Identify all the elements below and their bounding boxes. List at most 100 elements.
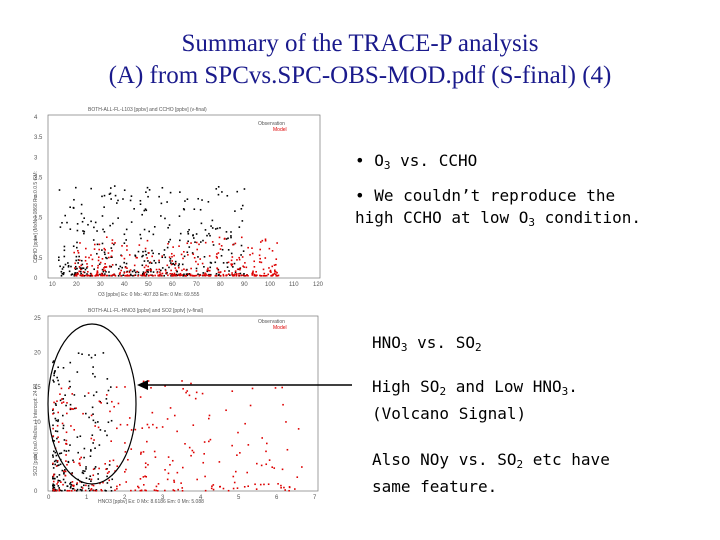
- observation-point: [61, 414, 64, 417]
- observation-point: [70, 265, 72, 268]
- model-point: [52, 488, 55, 491]
- model-point: [126, 267, 128, 269]
- observation-point: [204, 229, 207, 231]
- model-point: [264, 238, 267, 241]
- observation-point: [52, 361, 54, 364]
- observation-point: [74, 273, 77, 276]
- observation-point: [68, 380, 71, 383]
- model-point: [156, 489, 159, 492]
- model-point: [118, 273, 121, 275]
- model-point: [234, 273, 236, 275]
- observation-point: [125, 239, 128, 241]
- model-point: [282, 403, 284, 406]
- model-point: [101, 489, 103, 492]
- model-point: [227, 273, 230, 275]
- model-point: [98, 248, 101, 251]
- model-point: [150, 269, 152, 271]
- model-point: [98, 467, 100, 470]
- observation-point: [54, 417, 57, 420]
- observation-point: [94, 421, 97, 424]
- model-point: [255, 274, 257, 277]
- observation-point: [76, 241, 78, 244]
- observation-point: [192, 237, 195, 239]
- model-point: [97, 259, 100, 262]
- observation-point: [133, 208, 135, 210]
- observation-point: [103, 251, 106, 254]
- observation-point: [69, 483, 71, 485]
- model-point: [211, 241, 214, 243]
- model-point: [218, 236, 221, 239]
- model-point: [125, 271, 128, 273]
- model-point: [225, 409, 227, 412]
- observation-point: [90, 356, 93, 359]
- model-point: [70, 425, 72, 427]
- observation-point: [169, 257, 172, 260]
- model-point: [270, 274, 272, 277]
- model-point: [164, 385, 166, 387]
- model-point: [123, 257, 126, 260]
- model-point: [116, 485, 118, 488]
- observation-point: [92, 239, 95, 241]
- observation-point: [94, 221, 97, 224]
- y-tick-label: 20: [34, 351, 41, 357]
- model-point: [158, 274, 161, 277]
- observation-point: [76, 267, 78, 270]
- model-point: [236, 487, 239, 489]
- observation-point: [56, 464, 59, 467]
- observation-point: [69, 206, 71, 209]
- model-point: [87, 274, 90, 277]
- observation-point: [194, 241, 196, 243]
- observation-point: [56, 430, 59, 433]
- observation-point: [221, 248, 224, 251]
- observation-point: [203, 266, 205, 268]
- model-point: [245, 266, 248, 269]
- model-point: [170, 263, 173, 266]
- note-reproduce-ccho: • We couldn’t reproduce the high CCHO at…: [355, 186, 641, 229]
- model-point: [193, 256, 196, 259]
- model-point: [110, 274, 112, 277]
- model-point: [198, 274, 201, 277]
- observation-point: [106, 475, 108, 478]
- model-point: [238, 256, 240, 259]
- model-point: [174, 262, 177, 265]
- model-point: [94, 425, 96, 427]
- observation-point: [97, 478, 100, 480]
- model-point: [75, 273, 77, 276]
- model-point: [231, 272, 233, 274]
- model-point: [52, 480, 55, 483]
- model-point: [235, 274, 238, 276]
- observation-point: [103, 206, 105, 208]
- model-point: [172, 274, 174, 277]
- observation-point: [234, 271, 237, 274]
- model-point: [130, 429, 133, 431]
- observation-point: [182, 274, 184, 277]
- model-point: [195, 241, 198, 244]
- observation-point: [116, 202, 118, 204]
- observation-point: [76, 488, 79, 491]
- observation-point: [166, 271, 168, 274]
- observation-point: [106, 378, 109, 380]
- observation-point: [153, 225, 156, 228]
- observation-point: [61, 469, 64, 472]
- model-point: [265, 274, 268, 277]
- model-point: [71, 481, 74, 483]
- y-tick-label: 3: [34, 155, 38, 161]
- observation-point: [206, 270, 209, 273]
- model-point: [98, 243, 101, 246]
- model-point: [183, 268, 185, 271]
- model-point: [158, 268, 161, 271]
- observation-point: [163, 254, 165, 256]
- model-point: [253, 274, 256, 277]
- observation-point: [57, 485, 60, 487]
- model-point: [77, 272, 79, 275]
- observation-point: [166, 246, 169, 249]
- model-point: [77, 252, 80, 254]
- model-point: [100, 402, 102, 404]
- model-point: [57, 436, 59, 439]
- x-tick-label: 7: [313, 495, 317, 501]
- model-point: [149, 261, 152, 264]
- observation-point: [191, 252, 194, 254]
- model-point: [124, 274, 126, 277]
- observation-point: [91, 406, 94, 409]
- model-point: [169, 273, 172, 275]
